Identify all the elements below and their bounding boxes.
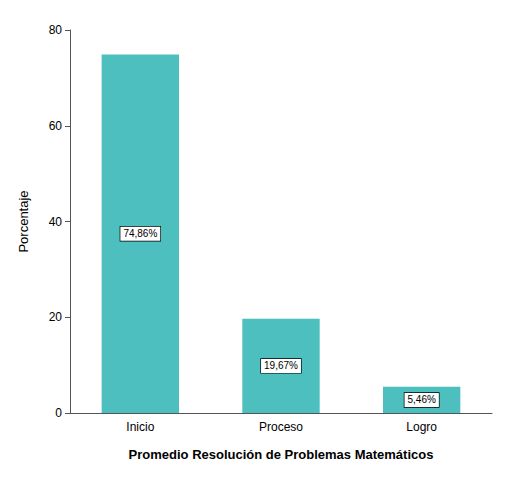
svg-text:19,67%: 19,67% bbox=[264, 360, 298, 371]
svg-text:Logro: Logro bbox=[406, 420, 437, 434]
svg-text:0: 0 bbox=[55, 406, 62, 420]
svg-text:80: 80 bbox=[49, 23, 63, 37]
svg-text:Proceso: Proceso bbox=[259, 420, 303, 434]
svg-text:74,86%: 74,86% bbox=[123, 228, 157, 239]
svg-text:20: 20 bbox=[49, 310, 63, 324]
svg-text:5,46%: 5,46% bbox=[407, 394, 435, 405]
svg-text:Porcentaje: Porcentaje bbox=[16, 190, 31, 252]
svg-text:Inicio: Inicio bbox=[126, 420, 154, 434]
svg-text:40: 40 bbox=[49, 215, 63, 229]
svg-text:Promedio Resolución de Problem: Promedio Resolución de Problemas Matemát… bbox=[129, 447, 434, 462]
svg-text:60: 60 bbox=[49, 119, 63, 133]
